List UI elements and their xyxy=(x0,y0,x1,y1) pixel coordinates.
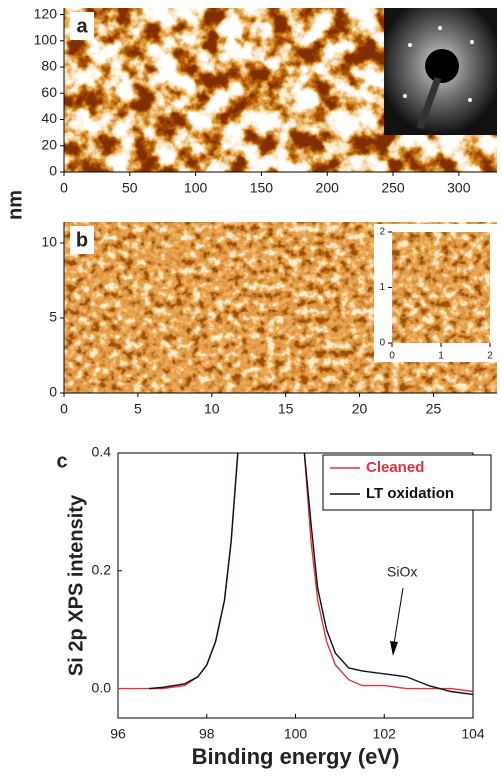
x-tick-label: 100 xyxy=(184,179,208,195)
y-tick-label: 0 xyxy=(49,163,57,179)
leed-holder xyxy=(416,76,442,130)
x-tick-label: 5 xyxy=(134,400,142,416)
x-tick-label: 102 xyxy=(373,725,397,741)
leed-spot xyxy=(438,26,442,30)
x-tick-label: 100 xyxy=(284,725,308,741)
leed-spot xyxy=(408,43,412,47)
panel-label: a xyxy=(76,15,88,37)
x-tick-label: 98 xyxy=(199,725,215,741)
x-tick-label: 1 xyxy=(438,351,444,362)
panel-label: b xyxy=(76,229,88,251)
x-tick-label: 104 xyxy=(461,725,485,741)
x-tick-label: 15 xyxy=(278,400,294,416)
y-tick-label: 0 xyxy=(379,338,385,349)
x-tick-label: 150 xyxy=(250,179,274,195)
leed-spot xyxy=(403,94,407,98)
x-tick-label: 25 xyxy=(426,400,442,416)
y-tick-label: 20 xyxy=(41,136,57,152)
x-tick-label: 300 xyxy=(447,179,471,195)
x-tick-label: 96 xyxy=(110,725,126,741)
legend-label: Cleaned xyxy=(366,459,424,476)
y-tick-label: 0 xyxy=(49,384,57,400)
y-tick-label: 2 xyxy=(379,227,385,238)
panel-label-box xyxy=(70,226,94,254)
annotation-arrow xyxy=(392,587,404,651)
y-tick-label: 100 xyxy=(34,32,58,48)
y-axis-label: nm xyxy=(4,190,26,220)
legend-box xyxy=(322,454,492,511)
legend-label: LT oxidation xyxy=(366,485,454,502)
x-tick-label: 2 xyxy=(487,351,493,362)
x-tick-label: 0 xyxy=(60,179,68,195)
series-line xyxy=(148,452,474,696)
y-tick-label: 0.4 xyxy=(92,444,112,460)
annotation: SiOx xyxy=(387,564,417,580)
annotation-arrowhead xyxy=(390,641,398,656)
x-tick-label: 50 xyxy=(122,179,138,195)
x-tick-label: 10 xyxy=(204,400,220,416)
panel-label: c xyxy=(56,450,67,472)
y-tick-label: 120 xyxy=(34,5,58,21)
inset-image xyxy=(392,232,490,343)
y-tick-label: 0.2 xyxy=(92,561,112,577)
leed-spot xyxy=(468,98,472,102)
y-tick-label: 5 xyxy=(49,309,57,325)
x-tick-label: 200 xyxy=(316,179,340,195)
x-tick-label: 0 xyxy=(60,400,68,416)
leed-inset xyxy=(384,8,497,135)
leed-spot xyxy=(470,40,474,44)
y-tick-label: 10 xyxy=(41,234,57,250)
y-tick-label: 1 xyxy=(379,282,385,293)
x-tick-label: 0 xyxy=(389,351,395,362)
y-tick-label: 40 xyxy=(41,110,57,126)
leed-shadow xyxy=(425,49,459,83)
x-tick-label: 20 xyxy=(352,400,368,416)
y-tick-label: 60 xyxy=(41,84,57,100)
y-tick-label: 80 xyxy=(41,58,57,74)
y-axis-label: Si 2p XPS intensity xyxy=(65,494,87,676)
x-tick-label: 250 xyxy=(381,179,405,195)
y-tick-label: 0.0 xyxy=(92,679,112,695)
panel-label-box xyxy=(70,12,94,40)
x-axis-label: Binding energy (eV) xyxy=(192,744,400,769)
